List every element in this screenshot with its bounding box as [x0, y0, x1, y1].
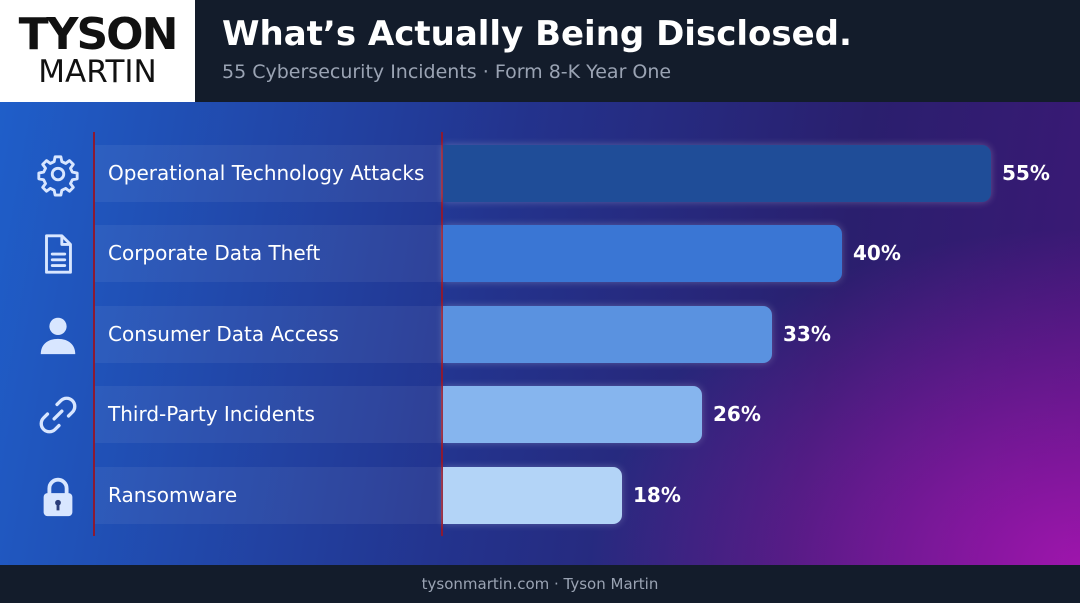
value-label: 18% — [633, 483, 681, 507]
bar — [443, 145, 991, 202]
value-label: 40% — [853, 241, 901, 265]
page-subtitle: 55 Cybersecurity Incidents · Form 8-K Ye… — [222, 61, 672, 83]
bar — [443, 386, 702, 443]
page-title: What’s Actually Being Disclosed. — [222, 14, 852, 54]
bar — [443, 225, 842, 282]
link-icon — [35, 392, 81, 438]
row-band — [95, 145, 442, 202]
value-label: 55% — [1002, 161, 1050, 185]
category-label: Corporate Data Theft — [108, 241, 321, 265]
row-band — [95, 306, 442, 363]
row-band — [95, 386, 442, 443]
category-label: Operational Technology Attacks — [108, 161, 425, 185]
brand-logo: TYSON MARTIN — [0, 0, 195, 102]
footer-text: tysonmartin.com · Tyson Martin — [421, 575, 659, 593]
category-label: Third-Party Incidents — [108, 402, 315, 426]
row-band — [95, 467, 442, 524]
logo-top-text: TYSON — [18, 9, 179, 60]
document-icon — [35, 231, 81, 277]
bar — [443, 306, 772, 363]
gear-icon — [35, 151, 81, 197]
category-label: Consumer Data Access — [108, 322, 339, 346]
left-divider-line — [93, 132, 95, 536]
user-icon — [35, 312, 81, 358]
lock-icon — [35, 473, 81, 519]
footer: tysonmartin.com · Tyson Martin — [0, 565, 1080, 603]
axis-divider-line — [441, 132, 443, 536]
logo-bottom-text: MARTIN — [38, 54, 157, 90]
header: TYSON MARTIN What’s Actually Being Discl… — [0, 0, 1080, 102]
value-label: 26% — [713, 402, 761, 426]
value-label: 33% — [783, 322, 831, 346]
row-band — [95, 225, 442, 282]
bar — [443, 467, 622, 524]
category-label: Ransomware — [108, 483, 238, 507]
